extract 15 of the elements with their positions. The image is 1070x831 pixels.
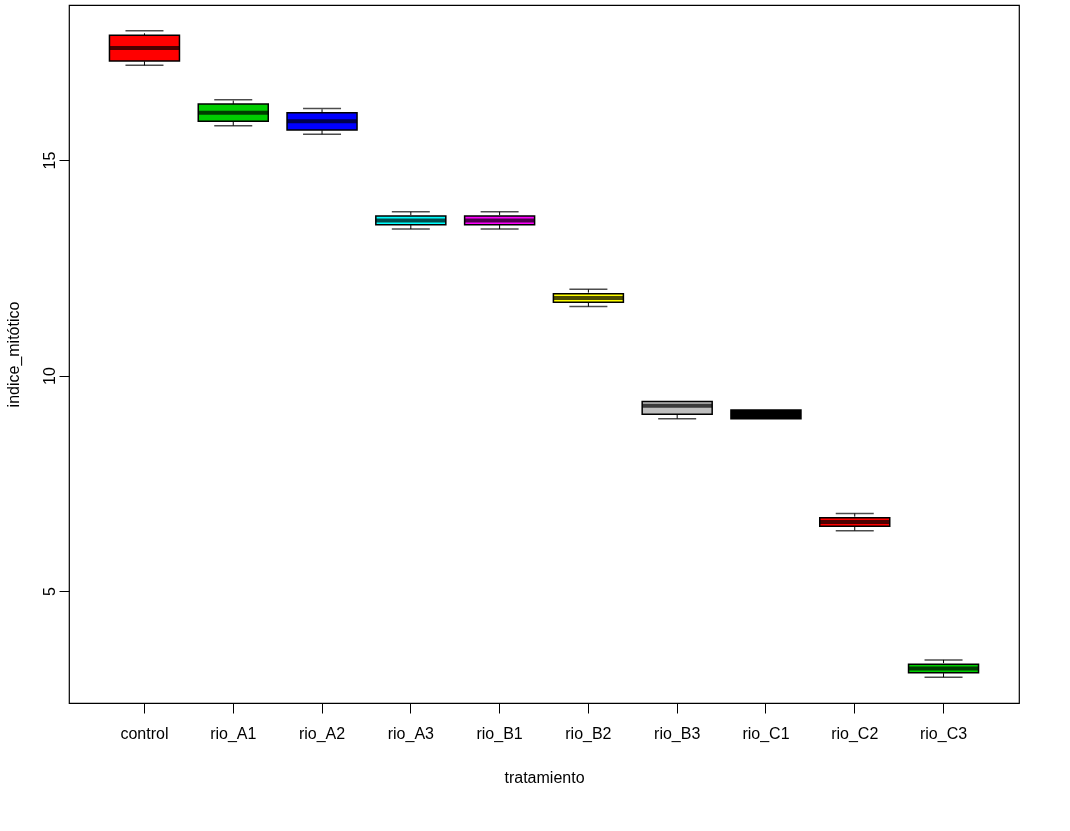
- y-axis-title: indice_mitótico: [4, 301, 23, 408]
- x-tick-label: rio_B2: [565, 724, 612, 743]
- y-tick-label: 10: [40, 367, 58, 385]
- x-tick-label: rio_C3: [919, 724, 968, 743]
- x-tick-label: rio_A1: [210, 724, 257, 743]
- x-tick-label: rio_B3: [654, 724, 701, 743]
- y-tick-label: 15: [40, 151, 58, 170]
- x-tick-label: rio_C1: [742, 724, 790, 743]
- x-tick-label: control: [120, 724, 169, 742]
- x-tick-label: rio_A3: [387, 724, 435, 743]
- x-tick-label: rio_C2: [831, 724, 879, 743]
- x-tick-label: rio_A2: [298, 724, 346, 743]
- x-tick-label: rio_B1: [476, 724, 523, 743]
- x-axis-title: tratamiento: [504, 768, 585, 786]
- y-tick-label: 5: [40, 586, 58, 596]
